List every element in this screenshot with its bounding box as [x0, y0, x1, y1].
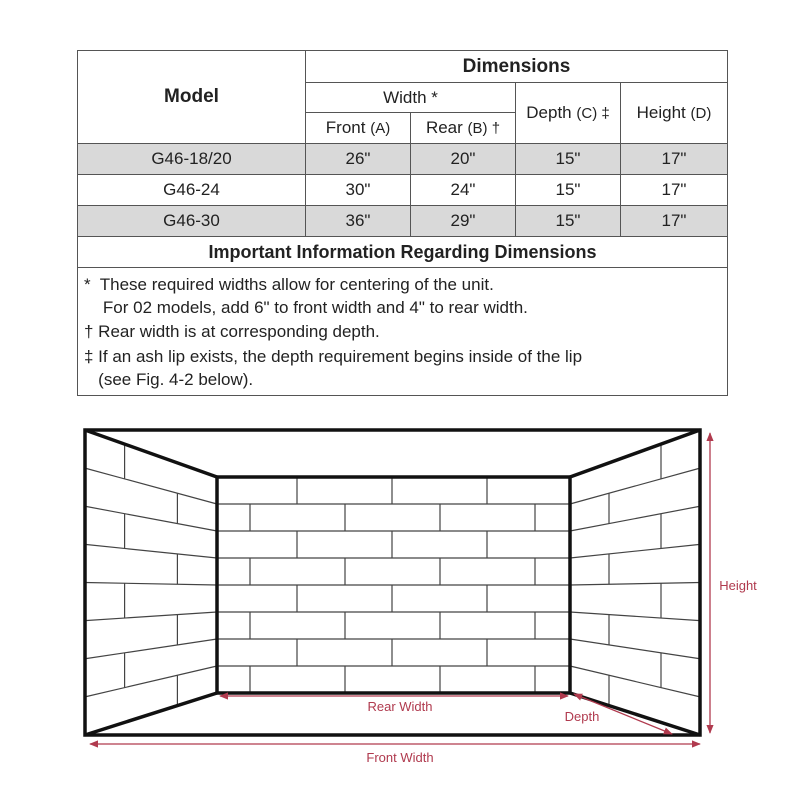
front-cell: 26": [305, 143, 411, 175]
model-header: Model: [77, 50, 306, 144]
notes: * These required widths allow for center…: [77, 267, 728, 396]
rear-cell: 29": [410, 205, 516, 237]
brick-joint: [84, 638, 218, 660]
depth-label: Depth: [565, 709, 600, 724]
model-cell: G46-24: [77, 174, 306, 206]
note: (see Fig. 4-2 below).: [84, 370, 254, 389]
rear-width-label: Rear Width: [367, 699, 432, 714]
brick-joint: [84, 665, 218, 698]
brick-joint: [84, 581, 218, 586]
brick-joint: [84, 611, 218, 622]
front-cell: 36": [305, 205, 411, 237]
height-label: Height: [719, 578, 757, 593]
dimensions-header: Dimensions: [305, 50, 728, 83]
table-row: G46-24 30" 24" 15" 17": [77, 174, 728, 206]
depth-header: Depth (C) ‡: [515, 82, 621, 144]
note: For 02 models, add 6" to front width and…: [84, 298, 528, 317]
brick-joint: [569, 665, 701, 698]
depth-cell: 15": [515, 143, 621, 175]
brick-joint: [84, 543, 218, 559]
table-row: G46-18/20 26" 20" 15" 17": [77, 143, 728, 175]
depth-arrow: [573, 693, 673, 735]
height-cell: 17": [620, 143, 728, 175]
front-width-label: Front Width: [366, 750, 433, 765]
brick-joint: [84, 467, 218, 505]
brick-joint: [84, 505, 218, 532]
info-heading: Important Information Regarding Dimensio…: [77, 236, 728, 268]
height-header: Height (D): [620, 82, 728, 144]
height-cell: 17": [620, 205, 728, 237]
dimensions-table: Model Dimensions Width * Depth (C) ‡ Hei…: [77, 50, 728, 396]
brick-joint: [569, 611, 701, 622]
brick-joint: [569, 543, 701, 559]
note: * These required widths allow for center…: [84, 275, 494, 294]
note: † Rear width is at corresponding depth.: [84, 322, 380, 341]
model-cell: G46-18/20: [77, 143, 306, 175]
brick-joint: [569, 467, 701, 505]
table-row: G46-30 36" 29" 15" 17": [77, 205, 728, 237]
note: ‡ If an ash lip exists, the depth requir…: [84, 347, 583, 366]
front-header: Front (A): [305, 112, 411, 144]
brick-joint: [569, 505, 701, 532]
brick-joint: [569, 638, 701, 660]
height-cell: 17": [620, 174, 728, 206]
rear-header: Rear (B) †: [410, 112, 516, 144]
model-cell: G46-30: [77, 205, 306, 237]
brick-joint: [569, 581, 701, 586]
